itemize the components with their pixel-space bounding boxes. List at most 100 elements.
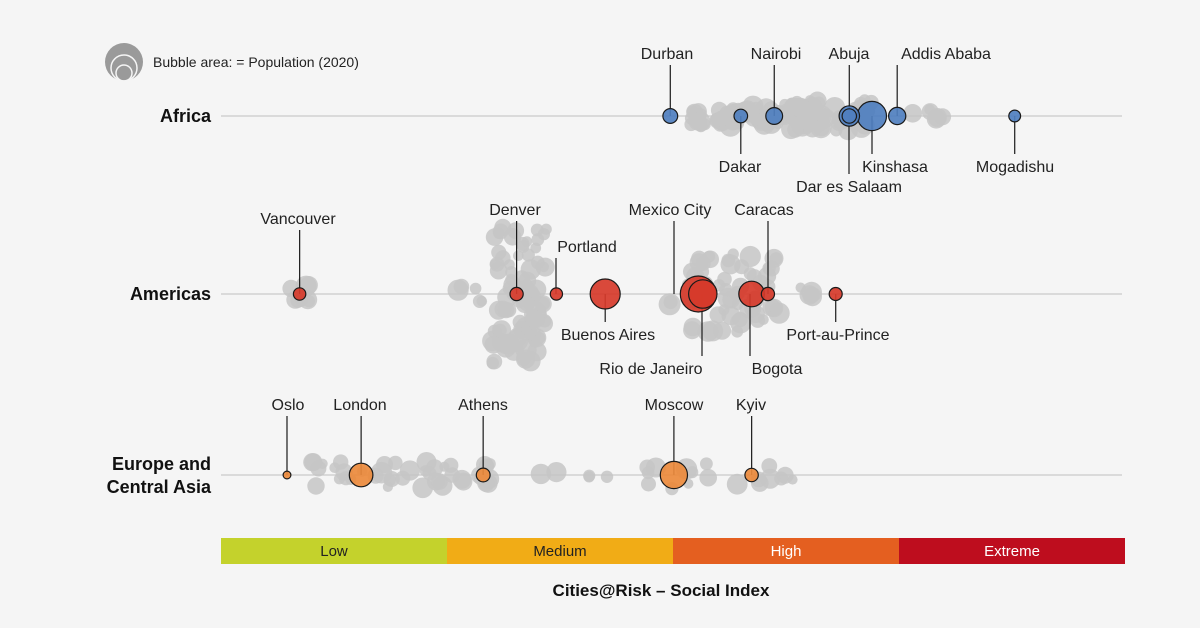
background-city-bubble: [769, 252, 783, 266]
city-bubble-athens: [475, 467, 491, 483]
city-bubble-addis-ababa: [888, 106, 907, 126]
background-city-bubble: [525, 329, 536, 340]
size-legend: Bubble area: = Population (2020): [105, 43, 359, 82]
risk-band-high: [673, 538, 899, 564]
city-label-kinshasa: Kinshasa: [862, 159, 928, 176]
x-axis-title: Cities@Risk – Social Index: [553, 581, 770, 600]
background-city-bubble: [506, 329, 529, 352]
background-city-bubble: [513, 250, 524, 261]
background-city-bubble: [535, 257, 555, 277]
background-city-bubble: [484, 458, 496, 470]
background-city-bubble: [683, 321, 702, 340]
city-label-mogadishu: Mogadishu: [976, 159, 1054, 176]
background-city-bubble: [504, 259, 515, 270]
region-label-africa: Africa: [160, 106, 212, 126]
background-city-bubble: [770, 303, 782, 316]
background-city-bubble: [690, 111, 711, 132]
background-city-bubble: [507, 222, 525, 240]
risk-band-label-high: High: [771, 543, 802, 560]
risk-band-label-low: Low: [320, 543, 348, 560]
city-bubble-moscow: [659, 460, 689, 490]
background-city-bubble: [713, 321, 732, 340]
background-city-bubble: [488, 300, 508, 320]
background-city-bubble: [641, 476, 656, 492]
risk-band-extreme: [899, 538, 1125, 564]
city-labels: Durban Dakar Nairobi Abuja Dar es Salaam Kins…: [260, 46, 1054, 414]
background-city-bubble: [703, 250, 716, 263]
background-city-bubble: [801, 281, 822, 303]
background-city-bubble: [452, 469, 472, 489]
background-city-bubble: [808, 91, 827, 110]
region-label-line: Europe and: [112, 454, 211, 474]
background-city-bubble: [739, 245, 761, 268]
city-bubble-nairobi: [765, 106, 784, 125]
background-city-bubble: [699, 468, 717, 487]
background-city-bubble: [790, 97, 810, 118]
background-city-bubble: [426, 472, 445, 491]
highlighted-cities: [282, 100, 1022, 490]
background-city-bubble: [302, 295, 315, 308]
city-bubble-vancouver: [292, 287, 307, 301]
background-city-bubble: [721, 253, 736, 268]
city-label-addis-ababa: Addis Ababa: [901, 46, 991, 63]
city-label-dar-es-salaam: Dar es Salaam: [796, 179, 902, 196]
background-city-bubble: [719, 283, 733, 297]
background-city-bubble: [530, 463, 552, 485]
background-city-bubble: [689, 253, 709, 272]
city-label-nairobi: Nairobi: [751, 46, 802, 63]
background-city-bubble: [484, 335, 503, 354]
city-bubble-portland: [549, 287, 564, 301]
background-city-bubble: [750, 313, 766, 328]
city-bubble-port-au-prince: [828, 286, 843, 302]
background-city-bubble: [489, 256, 505, 272]
risk-scale-bar: Low Medium High Extreme: [221, 538, 1125, 564]
region-label-line: Americas: [130, 284, 211, 304]
city-bubble-buenos-aires: [589, 278, 621, 310]
region-label-europe-and-central-asia: Europe and Central Asia: [107, 454, 212, 497]
background-city-bubble: [537, 228, 551, 241]
city-bubble-rio-de-janeiro: [687, 279, 718, 309]
background-city-bubble: [534, 295, 552, 313]
background-city-bubble: [813, 119, 830, 137]
city-bubble-kinshasa: [856, 100, 888, 132]
city-label-vancouver: Vancouver: [260, 211, 336, 228]
city-label-moscow: Moscow: [645, 397, 704, 414]
background-city-bubble: [376, 456, 393, 473]
risk-band-medium: [447, 538, 673, 564]
region-label-line: Central Asia: [107, 477, 212, 497]
background-city-bubble: [493, 323, 507, 338]
background-city-bubble: [472, 294, 487, 308]
city-label-athens: Athens: [458, 397, 508, 414]
background-city-bubble: [525, 309, 543, 328]
background-city-bubble: [583, 471, 595, 483]
city-bubble-caracas: [760, 286, 776, 302]
background-city-bubble: [726, 473, 748, 495]
background-city-bubble: [469, 282, 482, 295]
city-bubble-mogadishu: [1008, 109, 1022, 123]
background-city-bubble: [310, 460, 327, 477]
background-city-bubble: [486, 353, 503, 370]
city-label-port-au-prince: Port-au-Prince: [786, 327, 889, 344]
background-city-bubble: [329, 462, 341, 474]
city-label-buenos-aires: Buenos Aires: [561, 327, 655, 344]
city-label-mexico-city: Mexico City: [629, 202, 712, 219]
background-city-bubble: [546, 462, 567, 483]
background-city-bubble: [697, 321, 719, 342]
region-label-line: Africa: [160, 106, 212, 126]
risk-band-label-extreme: Extreme: [984, 543, 1040, 560]
background-city-bubble: [731, 325, 744, 338]
background-city-bubble: [382, 481, 393, 492]
city-label-abuja: Abuja: [829, 46, 870, 63]
size-legend-icon-small: [115, 64, 133, 82]
size-legend-text: Bubble area: = Population (2020): [153, 54, 359, 70]
city-bubble-durban: [662, 107, 679, 124]
background-city-bubble: [921, 103, 939, 121]
region-label-americas: Americas: [130, 284, 211, 304]
city-bubble-london: [348, 462, 374, 488]
background-city-bubble: [521, 248, 535, 262]
city-bubble-abuja: [841, 108, 858, 124]
city-label-denver: Denver: [489, 202, 541, 219]
city-label-rio-de-janeiro: Rio de Janeiro: [599, 361, 702, 378]
background-city-bubble: [453, 278, 470, 295]
